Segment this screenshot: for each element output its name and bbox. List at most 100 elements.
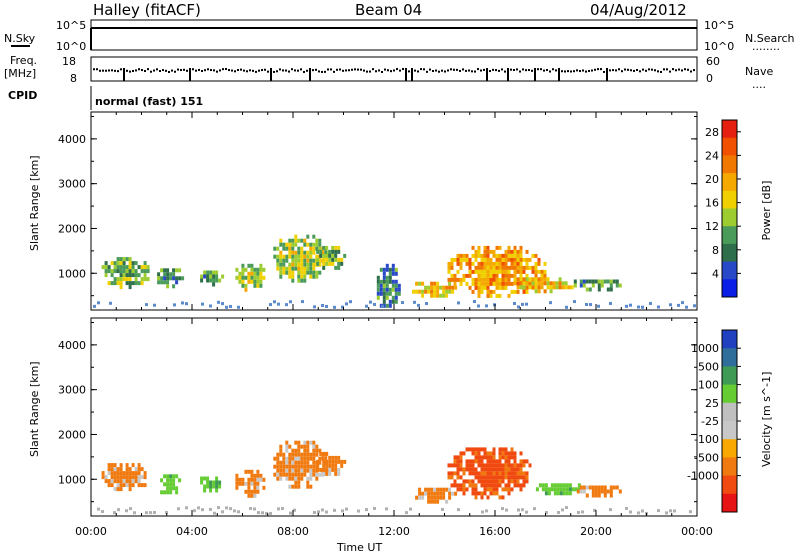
date-title: 04/Aug/2012 — [590, 1, 687, 19]
search-tick-top: 10^5 — [704, 19, 734, 32]
freq-unit-label: [MHz] — [4, 67, 36, 80]
colorbar-title: Velocity [m s^-1] — [760, 372, 773, 467]
svg-text:....: .... — [752, 78, 766, 91]
echo-patch — [513, 277, 574, 294]
echo-patch — [101, 463, 147, 492]
echo-patch — [200, 270, 225, 287]
freq-nave-strip — [90, 56, 698, 82]
y-axis-title: Slant Range [km] — [28, 155, 41, 251]
freq-tick-bottom: 8 — [70, 72, 77, 85]
colorbar-swatch — [722, 348, 737, 367]
velocity-colorbar: 1000 500 100 25 -25 -100 -500 -1000 Velocity [m … — [687, 329, 773, 513]
freq-tick-top: 18 — [62, 55, 76, 68]
colorbar-tick-label: -25 — [701, 415, 719, 428]
freq-label: Freq. — [10, 54, 37, 67]
echo-patch — [535, 483, 581, 496]
y-tick-label: 2000 — [58, 222, 86, 235]
colorbar-swatch — [722, 439, 737, 458]
x-tick-label: 08:00 — [277, 525, 309, 538]
colorbar-swatch — [722, 366, 737, 386]
x-tick-label: 16:00 — [479, 525, 511, 538]
y-tick-label: 3000 — [58, 384, 86, 397]
echo-patch — [160, 474, 182, 495]
echo-patch — [235, 469, 266, 498]
beam-title: Beam 04 — [355, 1, 422, 19]
x-tick-label: 20:00 — [580, 525, 612, 538]
cpid-label: CPID — [8, 89, 37, 102]
colorbar-swatch — [722, 261, 737, 280]
nave-spike — [189, 68, 191, 81]
echo-patch — [157, 268, 185, 289]
colorbar-tick-label: 500 — [698, 360, 719, 373]
y-tick-label: 4000 — [58, 339, 86, 352]
echo-patch — [576, 485, 622, 498]
colorbar-tick-label: 16 — [705, 197, 719, 210]
colorbar-swatch — [722, 137, 737, 156]
colorbar-tick-label: 25 — [705, 397, 719, 410]
echo-patch — [412, 281, 458, 298]
colorbar-swatch — [722, 475, 737, 495]
echo-patch — [200, 476, 222, 493]
colorbar-swatch — [722, 279, 737, 298]
nave-spike — [411, 68, 413, 81]
echo-patch — [273, 440, 331, 489]
colorbar-tick-label: 100 — [698, 379, 719, 392]
colorbar-swatch — [722, 155, 737, 174]
echo-patch — [447, 245, 547, 298]
y-tick-label: 1000 — [58, 267, 86, 280]
sky-tick-top: 10^5 — [56, 19, 86, 32]
colorbar-swatch — [722, 173, 737, 192]
nave-spike — [405, 68, 407, 81]
colorbar-tick-label: 20 — [705, 173, 719, 186]
colorbar-swatch — [722, 243, 737, 263]
colorbar-tick-label: 12 — [705, 220, 719, 233]
nave-spike — [606, 68, 608, 81]
x-tick-label: 12:00 — [378, 525, 410, 538]
x-tick-label: 00:00 — [681, 525, 713, 538]
echo-patch — [316, 245, 347, 270]
echo-patch — [101, 257, 150, 290]
echo-patch — [573, 279, 622, 292]
y-axis-title: Slant Range [km] — [28, 361, 41, 457]
colorbar-swatch — [722, 493, 737, 513]
station-title: Halley (fitACF) — [93, 1, 201, 19]
nave-tick-top: 60 — [706, 55, 720, 68]
sky-search-strip — [90, 19, 698, 51]
power-colorbar: 4 8 12 16 20 24 28 Power [dB] — [705, 119, 773, 298]
nave-spike — [507, 68, 509, 81]
colorbar-frame — [721, 119, 738, 298]
nave-label: Nave — [745, 65, 773, 78]
colorbar-swatch — [722, 120, 737, 139]
y-tick-label: 4000 — [58, 133, 86, 146]
echo-patch — [273, 234, 331, 283]
echo-patch — [447, 447, 532, 500]
nave-spike — [123, 68, 125, 81]
x-tick-label: 00:00 — [75, 525, 107, 538]
svg-text:........: ........ — [752, 40, 780, 53]
nave-spike — [270, 68, 272, 81]
sky-tick-bottom: 10^0 — [56, 40, 86, 53]
nave-bars — [93, 68, 695, 81]
colorbar-swatch — [722, 384, 737, 404]
colorbar-tick-label: -100 — [694, 433, 719, 446]
colorbar-swatch — [722, 421, 737, 440]
colorbar-tick-label: -1000 — [687, 470, 719, 483]
nave-spike — [309, 68, 311, 81]
y-tick-label: 2000 — [58, 428, 86, 441]
nave-spike — [534, 68, 536, 81]
cpid-text: normal (fast) 151 — [95, 95, 203, 108]
colorbar-tick-label: -500 — [694, 451, 719, 464]
ground-scatter — [93, 300, 696, 309]
colorbar-swatch — [722, 190, 737, 209]
colorbar-swatch — [722, 208, 737, 227]
x-tick-label: 04:00 — [176, 525, 208, 538]
echo-patch — [235, 263, 266, 292]
nsearch-label: N.Search — [745, 32, 795, 45]
colorbar-swatch — [722, 402, 737, 422]
colorbar-tick-label: 1000 — [691, 342, 719, 355]
nave-tick-bottom: 0 — [706, 72, 713, 85]
y-tick-label: 3000 — [58, 178, 86, 191]
x-axis-title: Time UT — [336, 541, 382, 554]
power-panel: 1000 2000 3000 4000 Slant Range [km] — [28, 111, 698, 311]
colorbar-tick-label: 4 — [712, 267, 719, 280]
